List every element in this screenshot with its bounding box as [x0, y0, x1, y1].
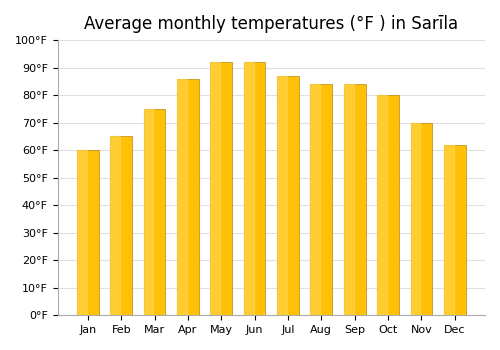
Bar [377, 95, 387, 315]
Bar [244, 62, 266, 315]
Bar [144, 109, 166, 315]
Bar [244, 62, 254, 315]
Bar [144, 109, 154, 315]
Bar [277, 76, 299, 315]
Bar [344, 84, 366, 315]
Bar [210, 62, 220, 315]
Bar [110, 136, 120, 315]
Bar [377, 95, 399, 315]
Title: Average monthly temperatures (°F ) in Sarīla: Average monthly temperatures (°F ) in Sa… [84, 15, 458, 33]
Bar [110, 136, 132, 315]
Bar [310, 84, 332, 315]
Bar [177, 79, 199, 315]
Bar [344, 84, 354, 315]
Bar [444, 145, 466, 315]
Bar [410, 122, 420, 315]
Bar [77, 150, 87, 315]
Bar [310, 84, 320, 315]
Bar [77, 150, 98, 315]
Bar [444, 145, 454, 315]
Bar [210, 62, 232, 315]
Bar [277, 76, 287, 315]
Bar [410, 122, 432, 315]
Bar [177, 79, 187, 315]
